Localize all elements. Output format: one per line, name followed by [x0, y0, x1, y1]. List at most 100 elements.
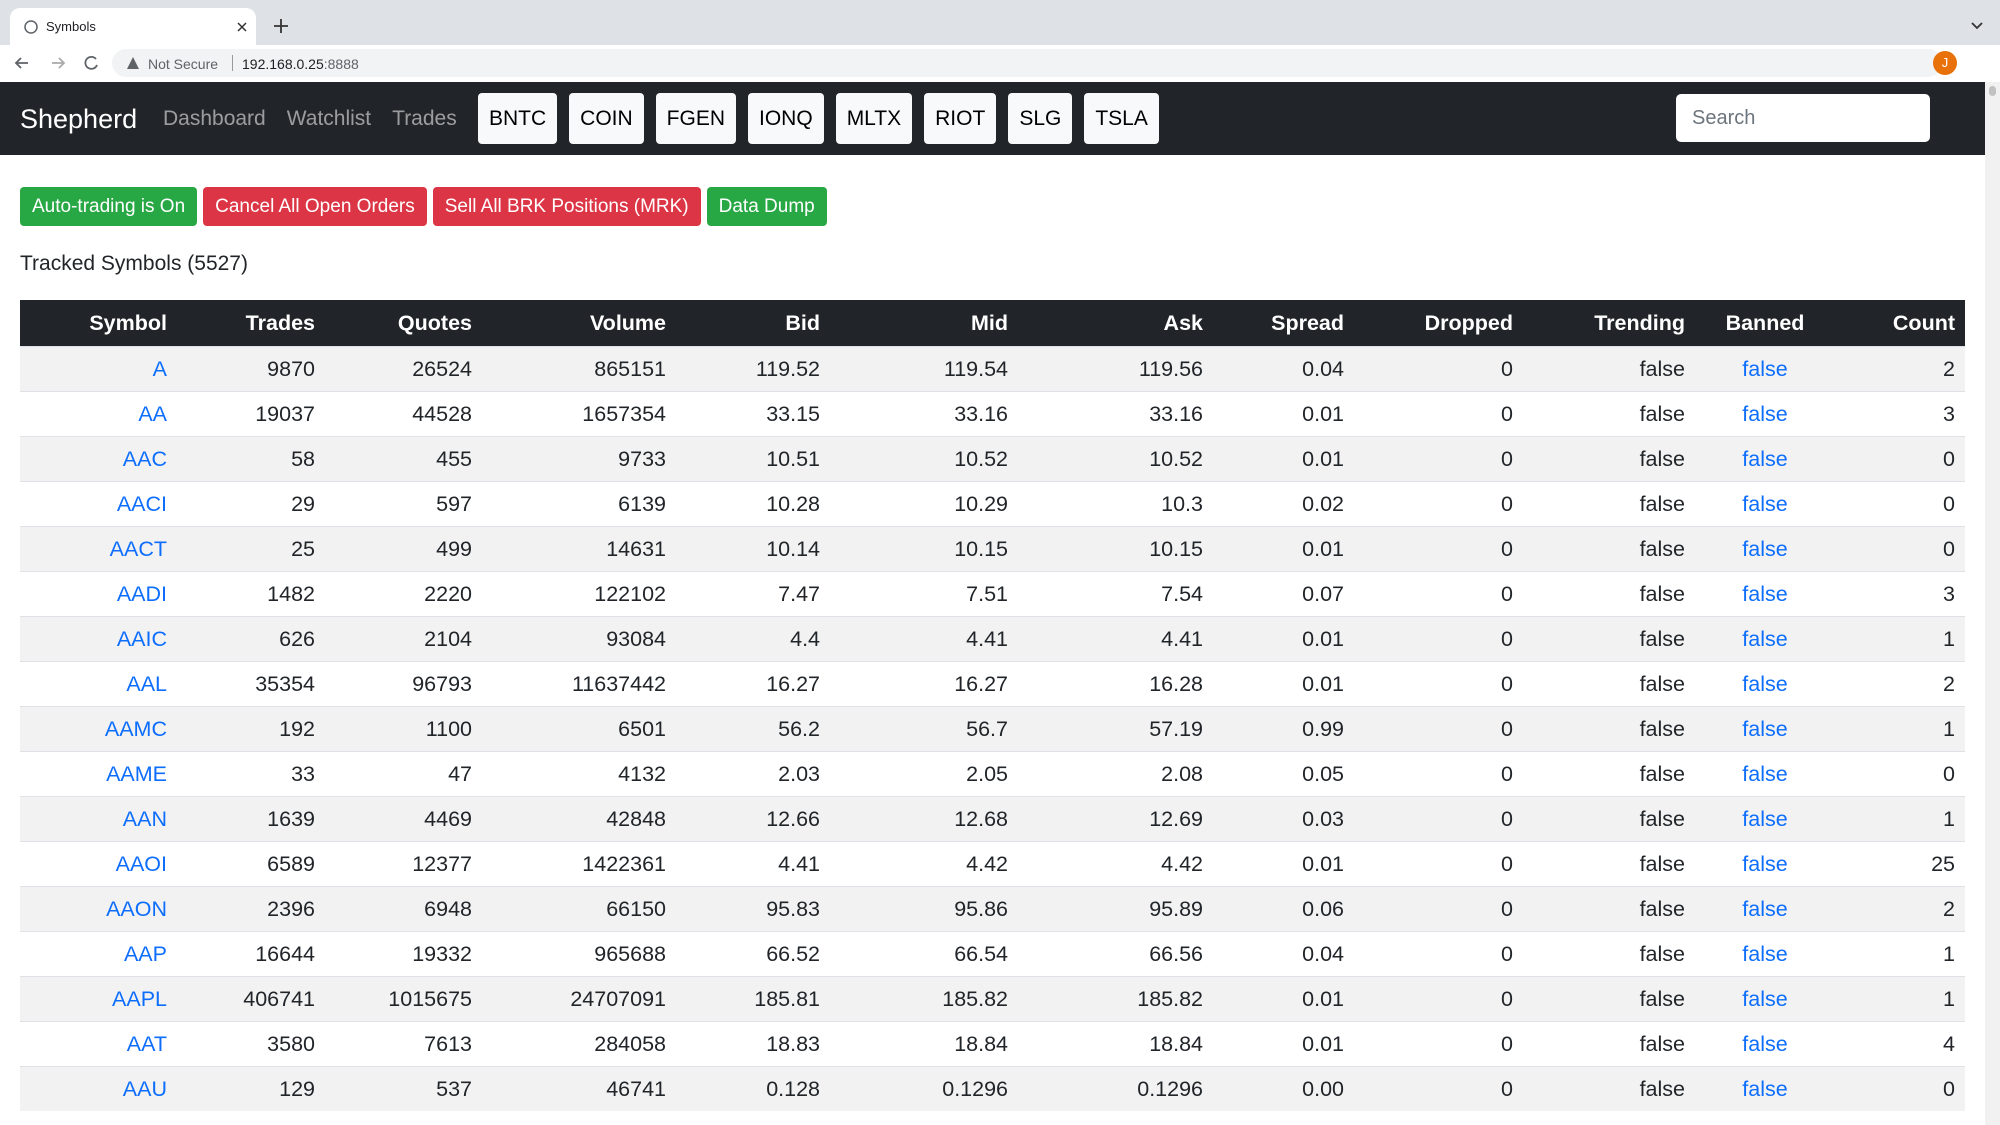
- cell-link[interactable]: false: [1695, 1021, 1835, 1067]
- tab-close[interactable]: [236, 21, 248, 33]
- cell-link[interactable]: false: [1695, 616, 1835, 662]
- cell-link[interactable]: false: [1695, 931, 1835, 977]
- omnibox[interactable]: Not Secure 192.168.0.25:8888: [112, 49, 1942, 77]
- cell-link[interactable]: AACI: [20, 481, 177, 527]
- cell: 9733: [482, 436, 676, 482]
- action-button[interactable]: Data Dump: [706, 187, 827, 226]
- cell: false: [1523, 436, 1695, 482]
- cell-link[interactable]: false: [1695, 526, 1835, 572]
- table-row: AAC 58 455 9733 10.51 10.52 10.52 0.01 0 false fal…: [20, 436, 1965, 482]
- cell: 0: [1354, 706, 1523, 752]
- cell-link[interactable]: false: [1695, 346, 1835, 392]
- nav-link[interactable]: Trades: [392, 107, 457, 130]
- cell-link[interactable]: false: [1695, 661, 1835, 707]
- cell: 406741: [177, 976, 325, 1022]
- cell: 3580: [177, 1021, 325, 1067]
- cell: 1657354: [482, 391, 676, 437]
- action-button[interactable]: Auto-trading is On: [20, 187, 198, 226]
- cell-link[interactable]: false: [1695, 796, 1835, 842]
- cell-link[interactable]: AAC: [20, 436, 177, 482]
- cell: 0.02: [1213, 481, 1354, 527]
- separator: [232, 55, 233, 71]
- brand[interactable]: Shepherd: [20, 104, 138, 134]
- browser-tab[interactable]: Symbols: [10, 8, 256, 45]
- cell-link[interactable]: AAOI: [20, 841, 177, 887]
- symbol-button[interactable]: FGEN: [655, 93, 737, 144]
- cell: false: [1523, 481, 1695, 527]
- cell-link[interactable]: false: [1695, 706, 1835, 752]
- action-button[interactable]: Sell All BRK Positions (MRK): [432, 187, 701, 226]
- cell-link[interactable]: AAMC: [20, 706, 177, 752]
- table-row: AAOI 6589 12377 1422361 4.41 4.42 4.42 0.01 0 fal…: [20, 841, 1965, 887]
- cell-link[interactable]: AA: [20, 391, 177, 437]
- cell-link[interactable]: AAU: [20, 1066, 177, 1111]
- cell-link[interactable]: AAME: [20, 751, 177, 797]
- cell: 2: [1835, 346, 1965, 392]
- cell: 185.82: [1018, 976, 1213, 1022]
- cell: 19332: [325, 931, 482, 977]
- profile-avatar[interactable]: J: [1933, 51, 1957, 75]
- cell-link[interactable]: false: [1695, 841, 1835, 887]
- search-input[interactable]: Search: [1676, 94, 1930, 142]
- cell: 58: [177, 436, 325, 482]
- cell-link[interactable]: AAON: [20, 886, 177, 932]
- cell: 537: [325, 1066, 482, 1111]
- cell-link[interactable]: false: [1695, 886, 1835, 932]
- nav-link[interactable]: Watchlist: [286, 107, 372, 130]
- table-row: AAON 2396 6948 66150 95.83 95.86 95.89 0.06 0 fal…: [20, 886, 1965, 932]
- tab-menu[interactable]: [1970, 19, 1984, 33]
- cell: 0: [1354, 841, 1523, 887]
- column-header: Volume: [482, 300, 676, 347]
- column-header: Banned: [1695, 300, 1835, 347]
- cell-link[interactable]: false: [1695, 436, 1835, 482]
- cell-link[interactable]: AAPL: [20, 976, 177, 1022]
- url-port: :8888: [323, 56, 359, 72]
- cell-link[interactable]: false: [1695, 1066, 1835, 1111]
- cell-link[interactable]: AAP: [20, 931, 177, 977]
- nav-link[interactable]: Dashboard: [163, 107, 266, 130]
- symbol-button[interactable]: SLG: [1008, 93, 1073, 144]
- cell: 3: [1835, 391, 1965, 437]
- cell-link[interactable]: A: [20, 346, 177, 392]
- cell: false: [1523, 1021, 1695, 1067]
- cell: 1: [1835, 616, 1965, 662]
- cell-link[interactable]: false: [1695, 481, 1835, 527]
- action-button[interactable]: Cancel All Open Orders: [203, 187, 427, 226]
- cell-link[interactable]: AADI: [20, 571, 177, 617]
- symbol-button[interactable]: TSLA: [1084, 93, 1159, 144]
- cell-link[interactable]: AACT: [20, 526, 177, 572]
- cell-link[interactable]: false: [1695, 571, 1835, 617]
- cell-link[interactable]: false: [1695, 751, 1835, 797]
- cell-link[interactable]: false: [1695, 391, 1835, 437]
- cell-link[interactable]: AAL: [20, 661, 177, 707]
- cell: false: [1523, 346, 1695, 392]
- navbar: Shepherd Dashboard Watchlist Trades BNTC CO…: [0, 82, 1985, 155]
- table-row: A 9870 26524 865151 119.52 119.54 119.56 0.04 0 f…: [20, 346, 1965, 392]
- cell: 19037: [177, 391, 325, 437]
- scroll-thumb[interactable]: [1989, 86, 1996, 96]
- cell: 4.41: [1018, 616, 1213, 662]
- cell: 12.68: [830, 796, 1018, 842]
- symbol-button[interactable]: COIN: [569, 93, 644, 144]
- cell-link[interactable]: false: [1695, 976, 1835, 1022]
- symbol-button[interactable]: IONQ: [748, 93, 824, 144]
- cell-link[interactable]: AAIC: [20, 616, 177, 662]
- new-tab[interactable]: [273, 18, 289, 34]
- table-row: AADI 1482 2220 122102 7.47 7.51 7.54 0.07 0 false…: [20, 571, 1965, 617]
- cell: 42848: [482, 796, 676, 842]
- cell: 57.19: [1018, 706, 1213, 752]
- cell: 11637442: [482, 661, 676, 707]
- symbol-button[interactable]: BNTC: [478, 93, 558, 144]
- cell: 0: [1354, 616, 1523, 662]
- cell: 4.42: [830, 841, 1018, 887]
- symbol-button[interactable]: MLTX: [835, 93, 913, 144]
- symbol-button[interactable]: RIOT: [924, 93, 997, 144]
- cell: 18.83: [676, 1021, 830, 1067]
- url-host: 192.168.0.25: [242, 56, 324, 72]
- scrollbar[interactable]: [1985, 82, 2000, 1125]
- cell-link[interactable]: AAT: [20, 1021, 177, 1067]
- cell-link[interactable]: AAN: [20, 796, 177, 842]
- nav-icons: [14, 55, 98, 70]
- cell: false: [1523, 706, 1695, 752]
- cell: 6501: [482, 706, 676, 752]
